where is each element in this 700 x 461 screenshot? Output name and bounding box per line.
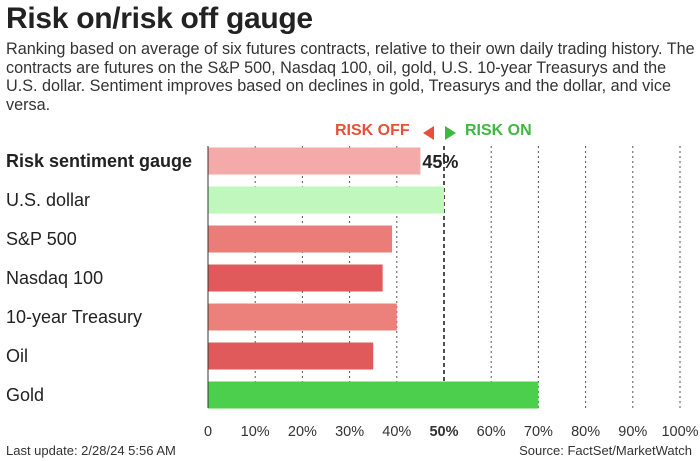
last-update: Last update: 2/28/24 5:56 AM (6, 443, 176, 458)
risk-off-arrow-icon (423, 126, 434, 140)
x-tick-label: 0 (204, 424, 212, 440)
x-tick-label: 40% (382, 424, 411, 440)
category-label: Nasdaq 100 (6, 268, 103, 288)
bar (208, 303, 397, 331)
chart-title: Risk on/risk off gauge (6, 2, 313, 35)
risk-on-arrow-icon (445, 126, 456, 140)
bar (208, 186, 444, 214)
source-note: Source: FactSet/MarketWatch (519, 443, 692, 458)
category-label: Gold (6, 385, 44, 405)
x-tick-label: 90% (618, 424, 647, 440)
value-label: 45% (422, 152, 458, 172)
category-label: U.S. dollar (6, 190, 90, 210)
x-tick-label: 30% (335, 424, 364, 440)
x-tick-label: 80% (571, 424, 600, 440)
x-tick-label: 10% (241, 424, 270, 440)
x-tick-label: 50% (429, 424, 458, 440)
risk-on-label: RISK ON (465, 122, 532, 139)
bar (208, 264, 383, 292)
chart-subtitle: Ranking based on average of six futures … (6, 40, 695, 114)
bar (208, 381, 539, 409)
bar (208, 342, 374, 370)
category-label: Risk sentiment gauge (6, 151, 192, 171)
x-tick-label: 100% (661, 424, 698, 440)
x-tick-label: 70% (524, 424, 553, 440)
x-tick-label: 20% (288, 424, 317, 440)
bar (208, 225, 393, 253)
bar (208, 147, 421, 175)
x-tick-label: 60% (477, 424, 506, 440)
category-label: 10-year Treasury (6, 307, 142, 327)
category-label: Oil (6, 346, 28, 366)
category-label: S&P 500 (6, 229, 77, 249)
risk-off-label: RISK OFF (335, 122, 410, 139)
